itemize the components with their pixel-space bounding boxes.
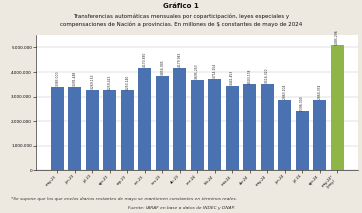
Text: Transferencias automáticas mensuales por coparticipación, leyes especiales y
com: Transferencias automáticas mensuales por… (60, 14, 302, 27)
Text: *Se supone que los que envíos diarios restantes de mayo se mantienen constantes : *Se supone que los que envíos diarios re… (11, 197, 237, 201)
Text: 3.856.905: 3.856.905 (160, 59, 164, 75)
Bar (173, 68, 186, 170)
Text: 3.269.153: 3.269.153 (90, 74, 94, 89)
Bar (103, 90, 117, 170)
Text: Fuente: IARAF en base a datos de INDEC y DNAP.: Fuente: IARAF en base a datos de INDEC y… (127, 206, 235, 210)
Text: 3.441.453: 3.441.453 (230, 70, 234, 85)
Text: 4.179.943: 4.179.943 (178, 52, 182, 67)
Bar (243, 84, 256, 170)
Bar (191, 79, 204, 170)
Bar (208, 79, 221, 170)
Bar (138, 68, 151, 170)
Bar (156, 76, 169, 170)
Text: 3.391.448: 3.391.448 (73, 71, 77, 86)
Text: 3.259.413: 3.259.413 (108, 74, 112, 89)
Text: 3.503.178: 3.503.178 (248, 68, 252, 83)
Bar (296, 111, 309, 170)
Text: 3.383.000: 3.383.000 (55, 71, 59, 86)
Bar (278, 100, 291, 170)
Text: 2.860.374: 2.860.374 (318, 84, 322, 99)
Bar (51, 87, 64, 170)
Text: 2.396.300: 2.396.300 (300, 95, 304, 111)
Text: 3.714.254: 3.714.254 (213, 63, 217, 78)
Text: 5.085.296: 5.085.296 (335, 29, 339, 45)
Text: Gráfico 1: Gráfico 1 (163, 3, 199, 9)
Text: 4.170.830: 4.170.830 (143, 52, 147, 67)
Text: 3.516.320: 3.516.320 (265, 68, 269, 83)
Bar (68, 87, 81, 170)
Text: 3.695.253: 3.695.253 (195, 63, 199, 79)
Text: 3.253.140: 3.253.140 (125, 74, 129, 90)
Bar (261, 84, 274, 170)
Bar (331, 45, 344, 170)
Text: 2.863.104: 2.863.104 (283, 84, 287, 99)
Bar (226, 86, 239, 170)
Bar (121, 90, 134, 170)
Bar (86, 90, 99, 170)
Bar (313, 100, 326, 170)
